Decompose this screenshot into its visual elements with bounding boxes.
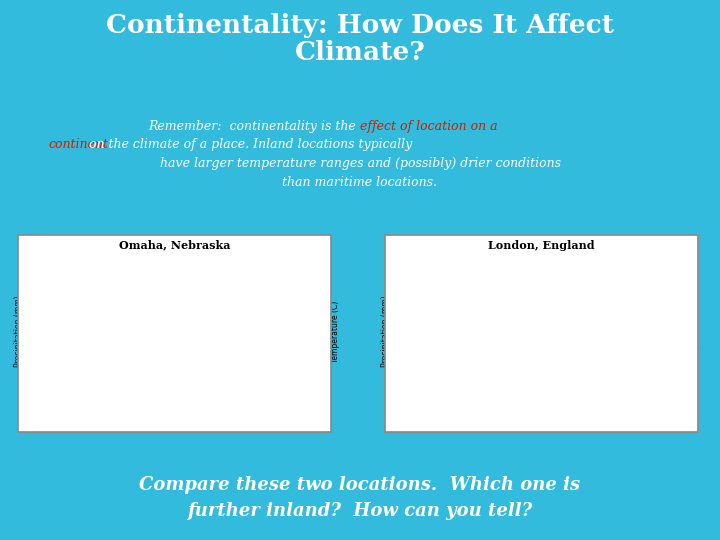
- Bar: [655, 383, 669, 403]
- Bar: [503, 384, 518, 403]
- Bar: [569, 381, 582, 403]
- Bar: [634, 378, 647, 403]
- Bar: [482, 385, 496, 403]
- Bar: [590, 383, 604, 403]
- Bar: [114, 383, 129, 403]
- Bar: [93, 392, 107, 403]
- Text: Remember:  continentality is the: Remember: continentality is the: [148, 120, 360, 133]
- Bar: [136, 372, 150, 403]
- Y-axis label: Temperature (C): Temperature (C): [691, 300, 700, 362]
- Y-axis label: Precipitation (mm): Precipitation (mm): [14, 296, 22, 367]
- Text: Climate?: Climate?: [294, 40, 426, 65]
- Text: on the climate of a place. Inland locations typically: on the climate of a place. Inland locati…: [49, 138, 413, 151]
- Text: continent: continent: [49, 138, 109, 151]
- Bar: [71, 395, 86, 403]
- Bar: [245, 385, 258, 403]
- Bar: [202, 370, 215, 403]
- Bar: [438, 389, 453, 403]
- Text: effect of location on a: effect of location on a: [360, 120, 498, 133]
- Bar: [525, 381, 539, 403]
- Bar: [50, 397, 64, 403]
- Text: Omaha, Nebraska: Omaha, Nebraska: [119, 240, 230, 251]
- Text: have larger temperature ranges and (possibly) drier conditions: have larger temperature ranges and (poss…: [160, 157, 560, 170]
- Y-axis label: Temperature (C): Temperature (C): [330, 300, 340, 362]
- Bar: [460, 389, 474, 403]
- Bar: [158, 362, 172, 403]
- Text: London, England: London, England: [488, 240, 595, 251]
- Y-axis label: Precipitation (mm): Precipitation (mm): [381, 296, 390, 367]
- Text: than maritime locations.: than maritime locations.: [282, 176, 438, 188]
- Bar: [288, 397, 302, 403]
- Bar: [546, 379, 561, 403]
- Bar: [223, 381, 237, 403]
- Bar: [266, 391, 280, 403]
- Text: Compare these two locations.  Which one is: Compare these two locations. Which one i…: [140, 476, 580, 494]
- Bar: [612, 378, 626, 403]
- Bar: [417, 385, 431, 403]
- Text: Continentality: How Does It Affect: Continentality: How Does It Affect: [106, 14, 614, 38]
- Text: further inland?  How can you tell?: further inland? How can you tell?: [187, 502, 533, 520]
- Bar: [179, 373, 194, 403]
